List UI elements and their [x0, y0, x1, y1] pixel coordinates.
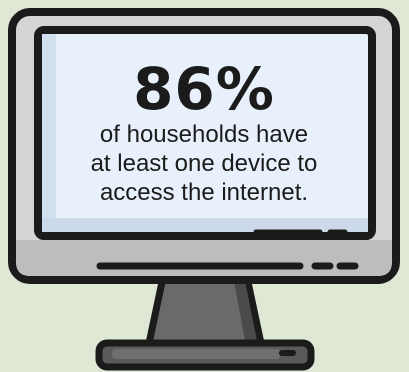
statistic-caption: of households have at least one device t… [56, 120, 352, 207]
caption-line: at least one device to [90, 150, 318, 177]
statistic-value: 86% [133, 55, 275, 123]
statistic-panel: 86% of households have at least one devi… [56, 42, 352, 222]
caption-line: access the internet. [99, 179, 309, 206]
monitor-screen [34, 26, 376, 240]
caption-line: of households have [99, 121, 309, 148]
